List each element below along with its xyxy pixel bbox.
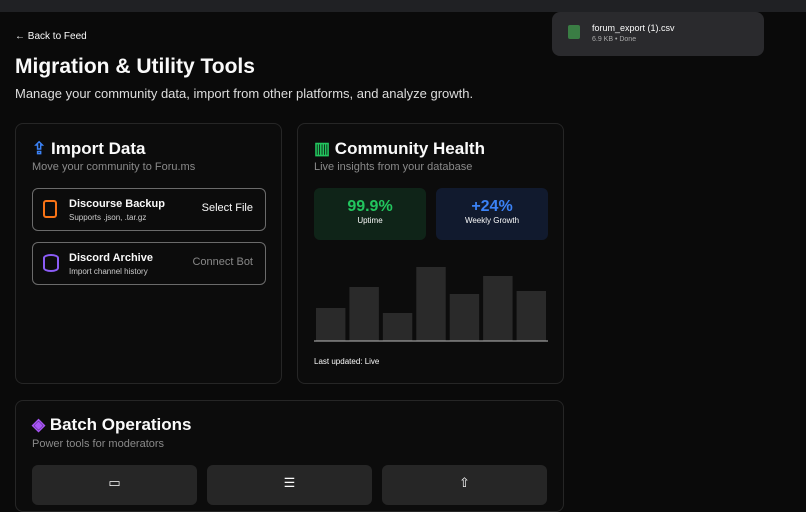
- connect-bot-button[interactable]: Connect Bot: [192, 256, 253, 268]
- item-desc: Import channel history: [69, 267, 148, 276]
- import-item[interactable]: Discord Archive Import channel history C…: [32, 242, 266, 285]
- card-subtitle: Live insights from your database: [314, 161, 473, 173]
- back-text[interactable]: Back to Feed: [27, 31, 87, 42]
- file-icon: [568, 25, 580, 39]
- stat: 99.9% Uptime: [314, 188, 426, 240]
- card-subtitle: Power tools for moderators: [32, 438, 165, 450]
- bar: [316, 308, 346, 341]
- stat-label: Uptime: [357, 216, 383, 225]
- bar: [516, 291, 546, 341]
- last-updated: Last updated: Live: [314, 357, 380, 366]
- batch-card: ◈ Batch Operations Power tools for moder…: [15, 400, 564, 512]
- title-text: Community Health: [334, 139, 485, 158]
- page-title: Migration & Utility Tools: [15, 55, 255, 78]
- download-filename: forum_export (1).csv: [592, 23, 675, 33]
- stat: +24% Weekly Growth: [436, 188, 548, 240]
- bar: [349, 287, 379, 341]
- browser-bar: [0, 0, 806, 12]
- bar: [416, 267, 446, 341]
- icon: [43, 200, 57, 218]
- activity-chart: [314, 267, 548, 342]
- bar: [483, 276, 513, 341]
- download-status: 6.9 KB • Done: [592, 36, 637, 43]
- bar: [382, 313, 413, 341]
- health-card: ▥ Community Health Live insights from yo…: [297, 123, 564, 384]
- database-button[interactable]: ☰: [207, 465, 372, 505]
- page-subtitle: Manage your community data, import from …: [15, 86, 474, 101]
- item-desc: Supports .json, .tar.gz: [69, 213, 147, 222]
- select-file-button[interactable]: Select File: [201, 202, 253, 214]
- download-popup[interactable]: forum_export (1).csv 6.9 KB • Done: [552, 12, 764, 56]
- archive-button[interactable]: ▭: [32, 465, 197, 505]
- export-button[interactable]: ⇧: [382, 465, 547, 505]
- item-name: Discord Archive: [69, 252, 153, 264]
- card-title: ◈ Batch Operations: [32, 415, 192, 434]
- icon: [43, 254, 59, 272]
- item-name: Discourse Backup: [69, 198, 165, 210]
- card-title: ⇪ Import Data: [32, 139, 146, 158]
- stat-value: 99.9%: [347, 198, 393, 215]
- import-item[interactable]: Discourse Backup Supports .json, .tar.gz…: [32, 188, 266, 231]
- back-link[interactable]: ← Back to Feed: [15, 31, 87, 42]
- stat-value: +24%: [471, 198, 513, 215]
- card-subtitle: Move your community to Foru.ms: [32, 161, 196, 173]
- card-title: ▥ Community Health: [314, 139, 485, 158]
- import-card: ⇪ Import Data Move your community to For…: [15, 123, 282, 384]
- title-text: Import Data: [50, 139, 146, 158]
- title-text: Batch Operations: [49, 415, 192, 434]
- bar: [449, 294, 480, 341]
- stat-label: Weekly Growth: [464, 216, 520, 225]
